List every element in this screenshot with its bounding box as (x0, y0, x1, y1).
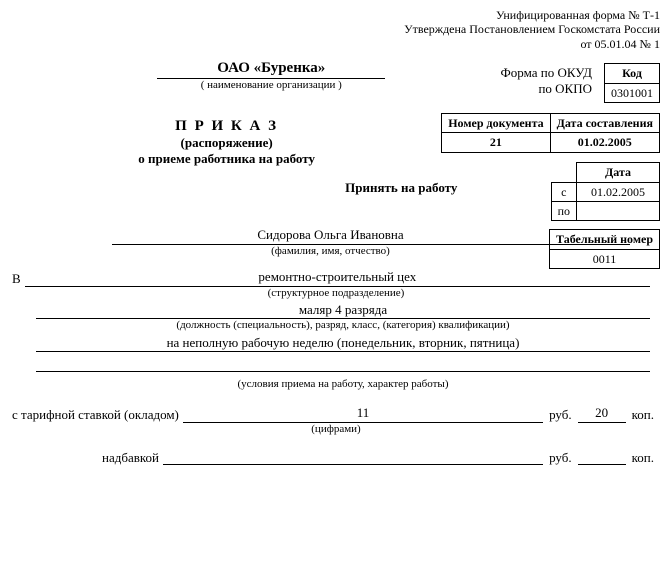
conditions-value: на неполную рабочую неделю (понедельник,… (36, 335, 650, 353)
bonus-value (163, 463, 543, 465)
salary-kop-value: 20 (578, 405, 626, 423)
salary-row: с тарифной ставкой (окладом) 11 руб. 20 … (12, 405, 660, 423)
tabnum-table: Табельный номер 0011 (549, 229, 660, 269)
bonus-kop-value (578, 463, 626, 465)
conditions-caption: (условия приема на работу, характер рабо… (36, 378, 650, 391)
date-value: 01.02.2005 (550, 133, 659, 152)
salary-rub-label: руб. (543, 407, 578, 423)
unit-row: В ремонтно-строительный цех (12, 269, 650, 287)
position-caption: (должность (специальность), разряд, клас… (36, 319, 650, 332)
dates-to-label: по (551, 201, 576, 220)
position-value: маляр 4 разряда (36, 302, 650, 320)
tabnum-value: 0011 (549, 249, 659, 268)
bonus-row: надбавкой руб. коп. (102, 450, 660, 466)
form-header: Унифицированная форма № Т-1 Утверждена П… (12, 8, 660, 51)
accept-dates-table: Дата с01.02.2005 по (551, 162, 660, 221)
dates-header: Дата (577, 163, 660, 182)
dates-to-value (577, 201, 660, 220)
conditions-blank (36, 354, 650, 372)
form-line: Унифицированная форма № Т-1 (12, 8, 660, 22)
unit-prefix: В (12, 271, 25, 287)
kod-table: Код 0301001 (604, 63, 660, 103)
unit-caption: (структурное подразделение) (12, 287, 660, 300)
okud-label: Форма по ОКУД (501, 65, 593, 81)
position-block: маляр 4 разряда (должность (специальност… (36, 302, 650, 391)
org-name: ОАО «Буренка» (157, 59, 385, 79)
bonus-label: надбавкой (102, 450, 163, 466)
date-label: Дата составления (550, 113, 659, 132)
unit-value: ремонтно-строительный цех (25, 269, 650, 287)
approved-line: Утверждена Постановлением Госкомстата Ро… (12, 22, 660, 36)
tabnum-label: Табельный номер (549, 230, 659, 249)
salary-caption: (цифрами) (12, 423, 660, 436)
date-line: от 05.01.04 № 1 (12, 37, 660, 51)
dates-from-label: с (551, 182, 576, 201)
okpo-label: по ОКПО (501, 81, 593, 97)
kod-value: 0301001 (605, 83, 660, 102)
dates-from-value: 01.02.2005 (577, 182, 660, 201)
num-value: 21 (442, 133, 550, 152)
kod-label: Код (605, 64, 660, 83)
number-date-table: Номер документа Дата составления 21 01.0… (441, 113, 660, 153)
salary-label: с тарифной ставкой (окладом) (12, 407, 183, 423)
bonus-rub-label: руб. (543, 450, 578, 466)
form-code-labels: Форма по ОКУД по ОКПО (501, 65, 593, 96)
salary-kop-label: коп. (626, 407, 660, 423)
salary-value: 11 (183, 405, 543, 423)
num-label: Номер документа (442, 113, 550, 132)
bonus-kop-label: коп. (626, 450, 660, 466)
